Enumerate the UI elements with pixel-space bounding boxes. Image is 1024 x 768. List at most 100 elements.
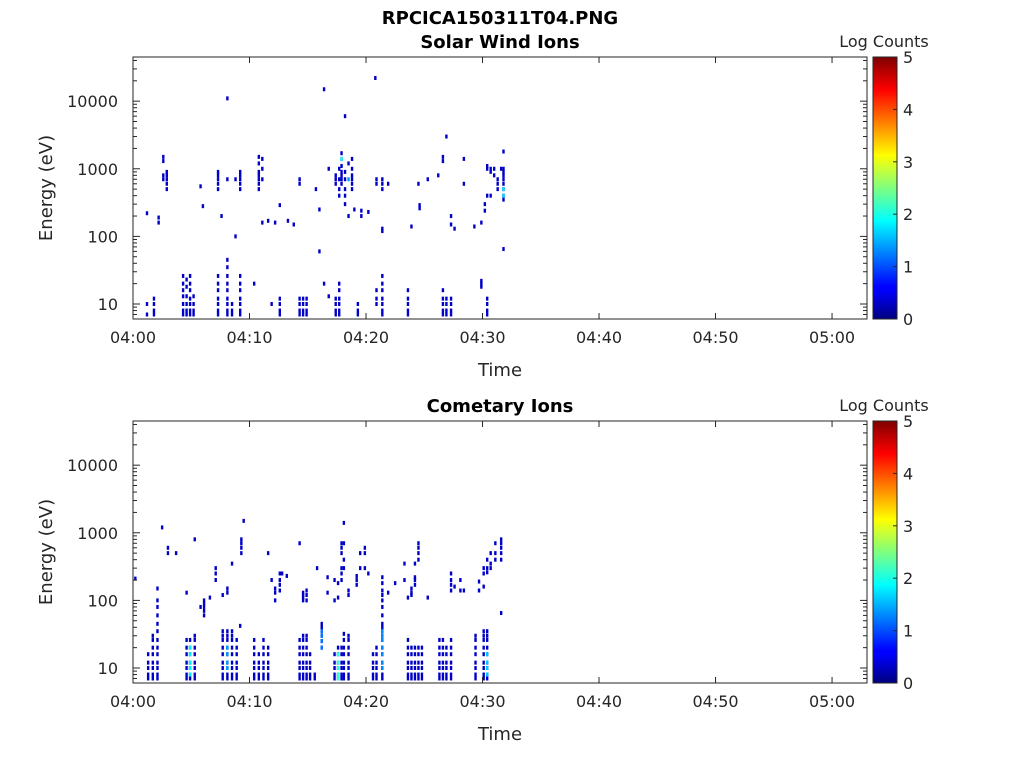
data-cell — [485, 676, 489, 681]
data-cell — [261, 220, 264, 225]
data-cell — [185, 645, 188, 650]
data-cell — [350, 181, 354, 186]
data-cell — [403, 561, 406, 566]
data-cell — [438, 676, 441, 681]
data-cell — [216, 181, 220, 186]
data-cell — [193, 645, 196, 650]
data-cell — [226, 296, 229, 301]
data-cell — [477, 588, 481, 593]
data-cell — [188, 302, 192, 307]
data-cell — [162, 159, 165, 164]
data-cell — [305, 593, 308, 598]
data-cell — [216, 296, 220, 301]
data-cell — [301, 593, 305, 598]
data-cell — [238, 181, 242, 186]
data-cell — [499, 537, 503, 542]
data-cell — [257, 187, 261, 192]
data-cell — [156, 621, 159, 626]
data-cell — [305, 666, 308, 671]
data-cell — [216, 173, 220, 178]
data-cell — [338, 193, 341, 198]
data-cell — [298, 672, 301, 677]
data-cell — [381, 625, 384, 630]
data-cell — [340, 545, 343, 550]
data-cell — [273, 220, 277, 225]
data-cell — [494, 557, 497, 562]
data-cell — [336, 645, 340, 650]
data-cell — [371, 666, 375, 671]
x-tick-label: 05:00 — [809, 692, 855, 711]
data-cell — [353, 207, 356, 212]
colorbar-tick-label: 5 — [903, 412, 913, 431]
data-cell — [449, 666, 453, 671]
data-cell — [480, 281, 483, 286]
data-cell — [226, 629, 229, 634]
data-cell — [226, 637, 229, 642]
data-cell — [238, 302, 242, 307]
data-cell — [371, 672, 375, 677]
data-cell — [342, 676, 346, 681]
data-cell — [363, 551, 367, 556]
data-cell — [208, 595, 212, 600]
data-cell — [441, 652, 445, 657]
y-axis-label-solar-wind: Energy (eV) — [36, 135, 57, 241]
data-cell — [162, 173, 165, 178]
data-cell — [445, 672, 448, 677]
data-cell — [188, 288, 192, 293]
data-cell — [301, 633, 305, 638]
data-cell — [221, 593, 224, 598]
data-cell — [156, 666, 159, 671]
colorbar-tick-label: 2 — [903, 205, 913, 224]
data-cell — [257, 161, 261, 166]
data-cell — [165, 187, 168, 192]
data-cell — [181, 273, 185, 278]
data-cell — [386, 590, 390, 595]
data-cell — [334, 302, 337, 307]
data-cell — [474, 676, 477, 681]
data-cell — [261, 156, 264, 161]
data-cell — [152, 308, 156, 313]
data-cell — [262, 672, 265, 677]
data-cell — [342, 660, 346, 665]
data-cell — [305, 676, 308, 681]
data-cell — [485, 570, 489, 575]
data-cell — [343, 187, 347, 192]
data-cell — [445, 666, 448, 671]
data-cell — [216, 187, 220, 192]
data-cell-highlight — [320, 645, 323, 650]
data-cell — [340, 173, 343, 178]
data-cell — [445, 302, 448, 307]
data-cell — [151, 637, 155, 642]
data-cell — [313, 676, 316, 681]
data-cell — [340, 181, 343, 186]
data-cell-highlight — [485, 666, 489, 671]
data-cell — [375, 666, 378, 671]
data-cell — [280, 571, 284, 576]
data-cell — [437, 173, 440, 178]
data-cell — [482, 676, 485, 681]
data-cell — [238, 296, 242, 301]
data-cell — [266, 660, 270, 665]
data-cell — [406, 672, 410, 677]
data-cell — [340, 177, 343, 182]
data-cell — [381, 308, 384, 313]
data-cell — [257, 181, 261, 186]
data-cell-highlight — [226, 645, 229, 650]
data-cell — [192, 294, 195, 299]
data-cell — [192, 302, 195, 307]
data-cell — [326, 575, 329, 580]
data-cell-highlight — [381, 652, 384, 657]
data-cell — [342, 557, 346, 562]
data-cell — [252, 637, 256, 642]
data-cell — [216, 177, 220, 182]
data-cell-highlight — [381, 637, 384, 642]
data-cell — [413, 582, 417, 587]
data-cell — [482, 629, 485, 634]
data-cell — [350, 187, 354, 192]
data-cell — [188, 273, 192, 278]
data-cell — [502, 247, 505, 252]
data-cell — [340, 645, 343, 650]
plot-frame-solar-wind — [132, 56, 868, 320]
data-cell — [266, 676, 270, 681]
data-cell — [270, 578, 273, 583]
